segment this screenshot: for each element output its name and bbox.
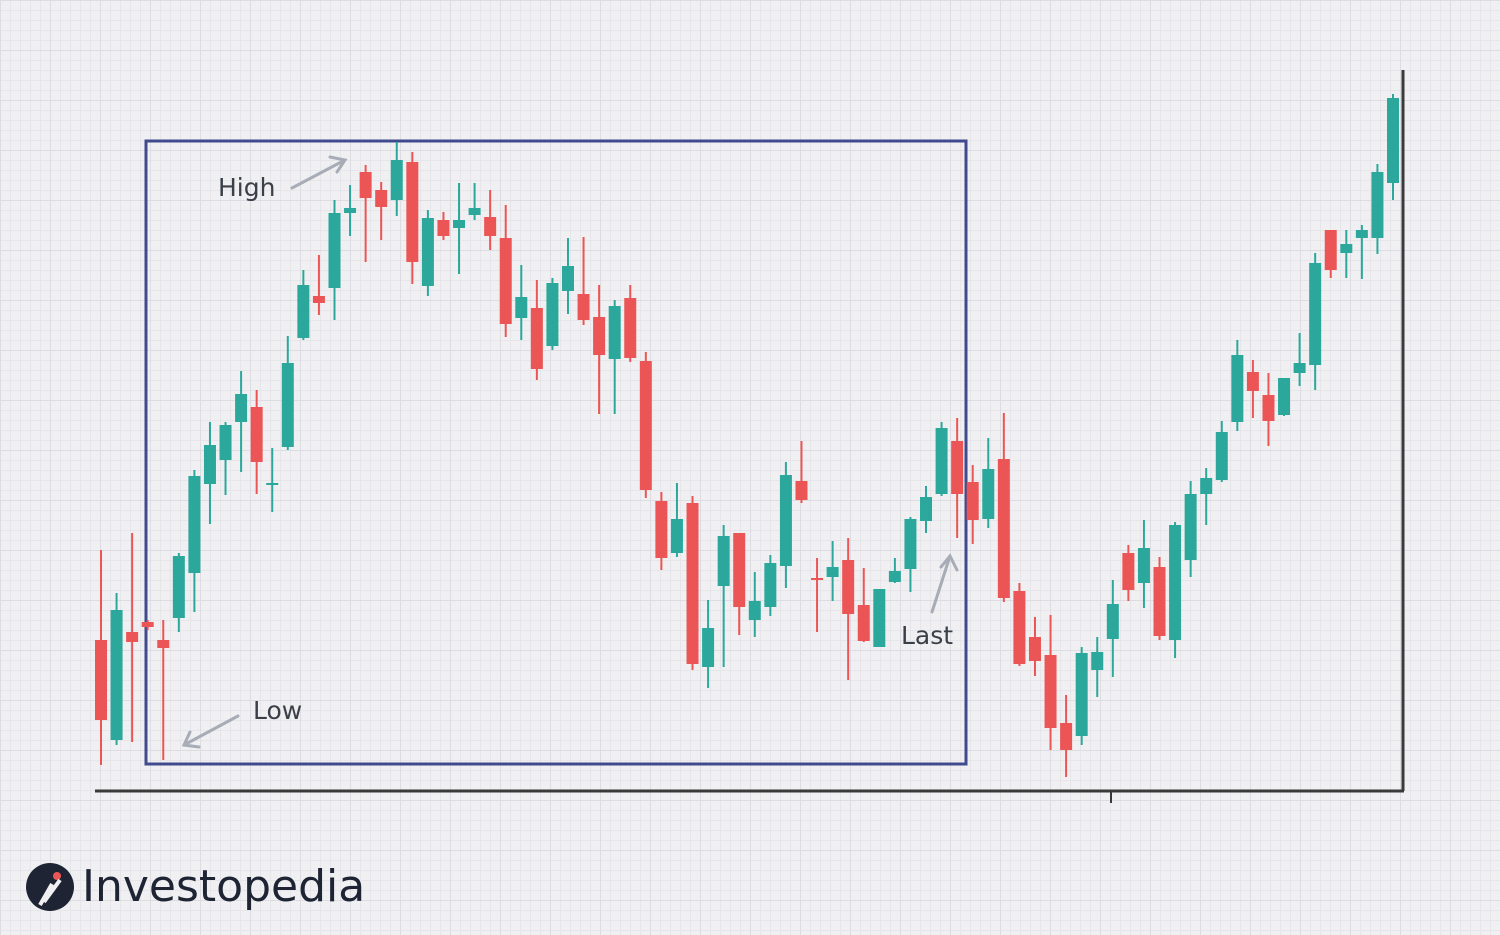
- candle-body: [157, 640, 170, 648]
- annotation: Last: [901, 621, 953, 650]
- candle-body: [484, 217, 497, 236]
- candle-body: [857, 605, 870, 641]
- candle-body: [1309, 263, 1322, 365]
- candle-body: [1137, 548, 1150, 583]
- candle-body: [1013, 591, 1026, 664]
- candle-body: [344, 208, 357, 213]
- candle-body: [1278, 378, 1291, 415]
- candle-body: [717, 536, 730, 586]
- candle-body: [375, 190, 388, 207]
- candle-body: [593, 317, 606, 355]
- candle-body: [203, 445, 216, 484]
- candle-body: [935, 428, 948, 494]
- arrow-last: [930, 553, 959, 614]
- candle-body: [530, 308, 543, 369]
- brand: Investopedia: [82, 861, 365, 912]
- logo: Investopedia: [26, 861, 365, 912]
- candle-body: [1293, 363, 1306, 373]
- candle-body: [515, 297, 528, 318]
- candle-body: [110, 610, 123, 740]
- candle-body: [468, 208, 481, 215]
- candle-body: [1355, 230, 1368, 238]
- candle-body: [561, 266, 574, 291]
- candle-body: [453, 220, 466, 228]
- candle-body: [1262, 395, 1275, 421]
- candle-body: [1200, 478, 1213, 494]
- candle-body: [1091, 652, 1104, 670]
- logo-dot: [53, 872, 61, 880]
- candle-body: [1060, 723, 1073, 750]
- candle-body: [779, 475, 792, 566]
- candle-body: [1371, 172, 1384, 238]
- candle-body: [1153, 567, 1166, 636]
- candle-body: [826, 567, 839, 577]
- candle-body: [250, 407, 263, 462]
- candle-body: [577, 294, 590, 320]
- candle-body: [997, 459, 1010, 598]
- candle-body: [1028, 637, 1041, 661]
- candle-body: [702, 628, 715, 667]
- candle-body: [172, 556, 185, 618]
- candle-body: [266, 483, 279, 485]
- candle-body: [390, 160, 403, 200]
- candle-body: [624, 298, 637, 358]
- candle-body: [1106, 604, 1119, 639]
- candle-body: [904, 519, 917, 569]
- candle-body: [312, 296, 325, 303]
- candle-body: [842, 560, 855, 614]
- arrow-low: [181, 714, 240, 749]
- candle-body: [811, 578, 824, 580]
- candle-body: [639, 361, 652, 490]
- candle-body: [1122, 553, 1135, 590]
- candle-body: [1075, 653, 1088, 736]
- logo-i: [38, 878, 62, 906]
- candle-body: [235, 394, 248, 422]
- candle-body: [670, 519, 683, 553]
- candle-body: [748, 601, 761, 620]
- candle-body: [126, 632, 139, 642]
- candle-body: [686, 503, 699, 664]
- candle-body: [1246, 372, 1259, 391]
- candle-body: [1044, 655, 1057, 728]
- candle-body: [608, 306, 621, 359]
- candle-body: [281, 363, 294, 447]
- candle-body: [966, 482, 979, 520]
- selection-box: [144, 139, 968, 766]
- candle-body: [951, 441, 964, 494]
- candle-body: [888, 571, 901, 582]
- candle-body: [297, 285, 310, 338]
- candle-body: [982, 469, 995, 519]
- annotation: High: [218, 173, 275, 202]
- candle-body: [359, 172, 372, 198]
- candle-body: [1215, 432, 1228, 480]
- candle-body: [188, 476, 201, 573]
- candle-body: [1340, 244, 1353, 253]
- candle-body: [1387, 98, 1399, 183]
- candle-body: [437, 220, 450, 236]
- candle-body: [873, 589, 886, 647]
- candle-body: [920, 497, 933, 521]
- candle-body: [499, 238, 512, 324]
- candle-body: [141, 622, 154, 627]
- candle-body: [1324, 230, 1337, 270]
- candle-body: [219, 425, 232, 460]
- candle-body: [655, 501, 668, 558]
- candle-body: [1231, 355, 1244, 422]
- candle-body: [795, 481, 808, 500]
- candle-body: [421, 218, 434, 286]
- candle-body: [764, 563, 777, 607]
- candle-body: [1169, 525, 1182, 640]
- annotation-arrows: [181, 155, 959, 749]
- candle-body: [328, 213, 341, 288]
- candle-body: [546, 283, 559, 346]
- annotation: Low: [253, 696, 302, 725]
- candle-body: [406, 162, 419, 262]
- candle-body: [1184, 494, 1197, 560]
- candle-body: [95, 640, 107, 720]
- arrow-high: [290, 155, 348, 190]
- candle-body: [733, 533, 746, 607]
